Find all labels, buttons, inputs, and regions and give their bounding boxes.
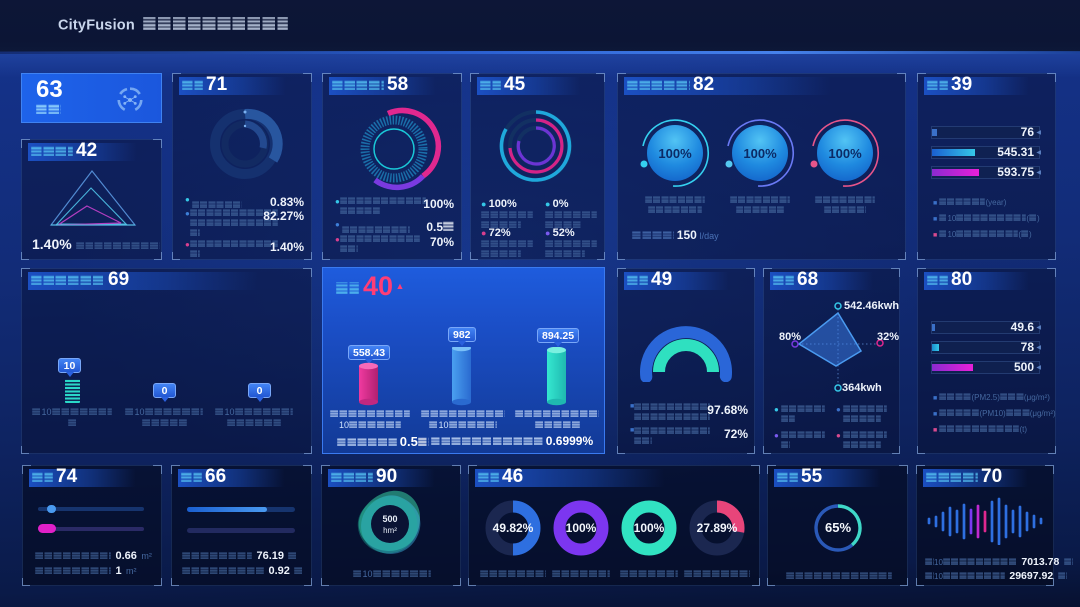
svg-text:100%: 100% xyxy=(566,521,597,535)
svg-text:65%: 65% xyxy=(825,520,851,535)
svg-text:100%: 100% xyxy=(828,146,862,161)
svg-text:100%: 100% xyxy=(743,146,777,161)
svg-text:100%: 100% xyxy=(658,146,692,161)
svg-text:49.82%: 49.82% xyxy=(493,521,534,535)
svg-text:hm²: hm² xyxy=(383,526,397,535)
svg-text:500: 500 xyxy=(382,514,397,524)
svg-text:100%: 100% xyxy=(634,521,665,535)
svg-text:27.89%: 27.89% xyxy=(697,521,738,535)
